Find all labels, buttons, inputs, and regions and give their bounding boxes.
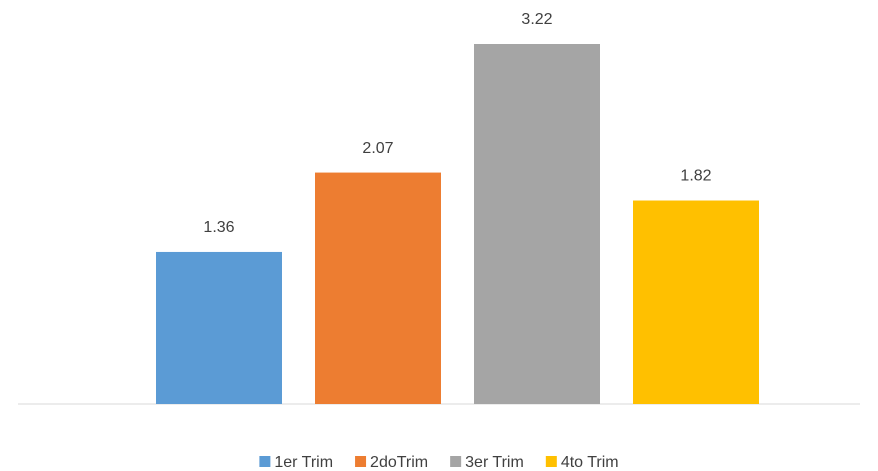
legend-label: 4to Trim [561, 454, 619, 471]
data-label: 1.36 [203, 219, 234, 236]
legend-swatch [450, 456, 462, 467]
legend-swatch [259, 456, 271, 467]
legend-label: 2doTrim [370, 454, 428, 471]
bar [315, 172, 441, 404]
legend-label: 1er Trim [274, 454, 333, 471]
bar [633, 200, 759, 404]
data-label: 3.22 [521, 11, 552, 28]
legend-label: 3er Trim [465, 454, 524, 471]
legend-swatch [355, 456, 367, 467]
data-label: 2.07 [362, 140, 393, 157]
data-label: 1.82 [680, 168, 711, 185]
bar [474, 44, 600, 404]
legend-swatch [545, 456, 557, 467]
bar [156, 251, 282, 404]
